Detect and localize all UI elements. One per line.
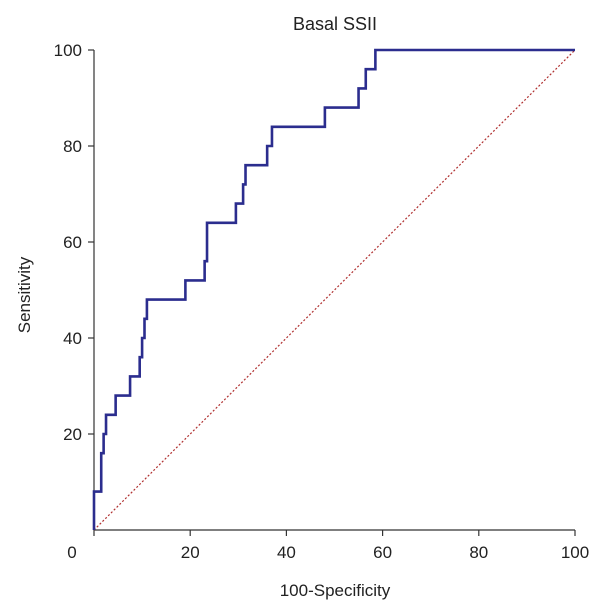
x-axis-ticks: 0 20 40 60 80 100 xyxy=(67,530,589,562)
y-tick-label: 40 xyxy=(63,329,82,348)
y-tick-label: 60 xyxy=(63,233,82,252)
roc-curve-line xyxy=(92,48,575,530)
y-axis-ticks: 20 40 60 80 100 xyxy=(54,41,94,444)
series-layer xyxy=(92,48,576,531)
x-axis-label: 100-Specificity xyxy=(280,581,391,600)
reference-diagonal-line xyxy=(93,49,576,531)
y-tick-label: 20 xyxy=(63,425,82,444)
x-tick-label: 60 xyxy=(373,543,392,562)
x-tick-label: 20 xyxy=(181,543,200,562)
y-tick-label: 100 xyxy=(54,41,82,60)
y-tick-label: 80 xyxy=(63,137,82,156)
y-axis-label: Sensitivity xyxy=(15,256,34,333)
x-tick-label: 80 xyxy=(469,543,488,562)
x-tick-label: 40 xyxy=(277,543,296,562)
x-tick-label: 100 xyxy=(561,543,589,562)
chart-title: Basal SSII xyxy=(293,14,377,34)
x-tick-label: 0 xyxy=(67,543,76,562)
